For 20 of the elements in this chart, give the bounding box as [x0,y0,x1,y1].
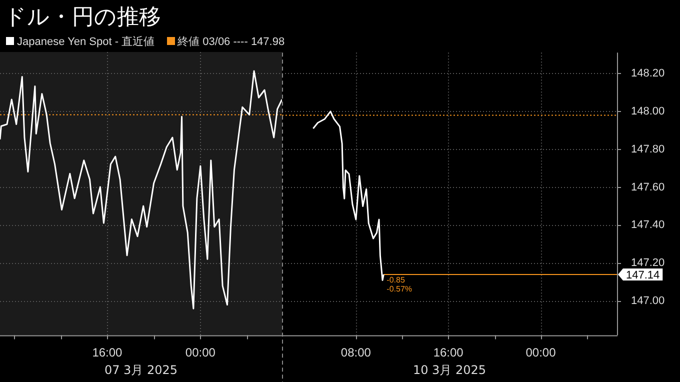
x-tick-label: 08:00 [340,346,372,360]
y-tick-label: 147.60 [631,181,665,194]
legend-label: Japanese Yen Spot - 直近値 [16,35,155,49]
x-tick-label: 00:00 [185,346,216,360]
legend-label: 終値 03/06 ---- 147.98 [176,35,285,49]
x-axis-title: 10 3月 2025 [412,362,486,377]
x-tick-label: 16:00 [433,346,464,360]
x-tick-label: 00:00 [526,346,556,360]
y-tick-label: 147.80 [631,143,665,156]
annotation: -0.57% [386,284,412,294]
y-tick-label: 147.40 [631,219,665,232]
chart-title: ドル・円の推移 [4,4,161,32]
annotation: -0.85 [386,276,406,285]
y-tick-label: 148.20 [631,67,665,80]
y-tick-label: 148.00 [631,105,665,118]
ref-line-label: 147.14 [626,270,660,282]
x-axis-title: 07 3月 2025 [104,362,178,377]
x-tick-label: 16:00 [92,346,123,360]
y-tick-label: 147.00 [631,295,665,308]
y-tick-label: 147.20 [631,257,665,270]
